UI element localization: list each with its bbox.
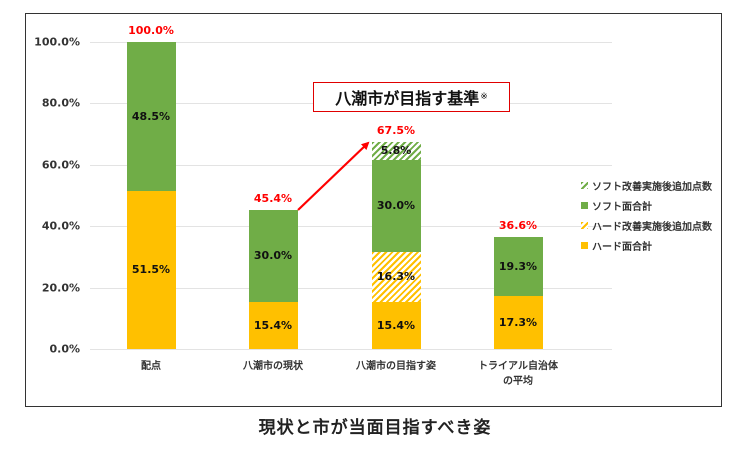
segment-value-label: 16.3% bbox=[376, 270, 416, 284]
stacked-bar: 51.5% 48.5% bbox=[126, 42, 176, 349]
bar-segment: 16.3% bbox=[371, 251, 421, 302]
x-category-label: トライアル自治体 の平均 bbox=[478, 361, 558, 387]
legend-item-soft-total: ソフト面合計 bbox=[581, 195, 712, 215]
stacked-bar: 17.3% 19.3% bbox=[493, 236, 543, 349]
x-category-label: 八潮市の現状 bbox=[243, 361, 303, 372]
segment-value-label: 15.4% bbox=[253, 318, 293, 332]
y-tick-label: 40.0% bbox=[41, 219, 80, 233]
legend-swatch-icon bbox=[581, 221, 588, 229]
bar-segment: 30.0% bbox=[248, 209, 298, 302]
bar-segment: 30.0% bbox=[371, 159, 421, 252]
segment-value-label: 5.8% bbox=[380, 144, 412, 158]
bar-segment: 5.8% bbox=[371, 141, 421, 160]
segment-value-label: 19.3% bbox=[498, 259, 538, 273]
segment-value-label: 51.5% bbox=[131, 263, 171, 277]
bar-segment: 48.5% bbox=[126, 42, 176, 191]
segment-value-label: 17.3% bbox=[498, 315, 538, 329]
segment-value-label: 48.5% bbox=[131, 109, 171, 123]
bar-segment: 19.3% bbox=[493, 236, 543, 296]
x-category-label: 配点 bbox=[141, 361, 161, 372]
bar-segment: 15.4% bbox=[371, 301, 421, 349]
legend-swatch-icon bbox=[581, 201, 588, 209]
bar-segment: 17.3% bbox=[493, 295, 543, 349]
y-tick-label: 80.0% bbox=[41, 96, 80, 110]
total-value-label: 67.5% bbox=[376, 123, 416, 137]
segment-value-label: 30.0% bbox=[376, 199, 416, 213]
legend: ソフト改善実施後追加点数 ソフト面合計 ハード改善実施後追加点数 ハード面合計 bbox=[581, 175, 712, 255]
gridline bbox=[90, 349, 612, 350]
target-callout-box: 八潮市が目指す基準 ※ bbox=[313, 82, 510, 112]
total-value-label: 100.0% bbox=[128, 24, 174, 37]
stacked-bar: 15.4% 30.0% bbox=[248, 209, 298, 349]
total-value-label: 36.6% bbox=[498, 218, 538, 232]
chart-frame bbox=[25, 13, 722, 407]
segment-value-label: 30.0% bbox=[253, 249, 293, 263]
y-tick-label: 100.0% bbox=[34, 35, 80, 49]
x-category-label: 八潮市の目指す姿 bbox=[356, 361, 436, 372]
y-tick-label: 60.0% bbox=[41, 158, 80, 172]
y-tick-label: 20.0% bbox=[41, 281, 80, 295]
stacked-bar: 15.4% 16.3% 30.0% 5.8% bbox=[371, 141, 421, 349]
legend-item-hard-added: ハード改善実施後追加点数 bbox=[581, 215, 712, 235]
legend-item-hard-total: ハード面合計 bbox=[581, 235, 712, 255]
legend-swatch-icon bbox=[581, 241, 588, 249]
gridline bbox=[90, 287, 612, 289]
callout-text: 八潮市が目指す基準 bbox=[335, 89, 480, 108]
gridline bbox=[90, 42, 612, 43]
bar-segment: 51.5% bbox=[126, 190, 176, 349]
legend-item-soft-added: ソフト改善実施後追加点数 bbox=[581, 175, 712, 195]
chart-caption: 現状と市が当面目指すべき姿 bbox=[258, 418, 492, 438]
total-value-label: 45.4% bbox=[253, 191, 293, 205]
segment-value-label: 15.4% bbox=[376, 318, 416, 332]
y-tick-label: 0.0% bbox=[49, 342, 80, 356]
legend-swatch-icon bbox=[581, 181, 588, 189]
bar-segment: 15.4% bbox=[248, 301, 298, 349]
callout-note-mark: ※ bbox=[480, 92, 488, 102]
gridline bbox=[90, 226, 612, 228]
